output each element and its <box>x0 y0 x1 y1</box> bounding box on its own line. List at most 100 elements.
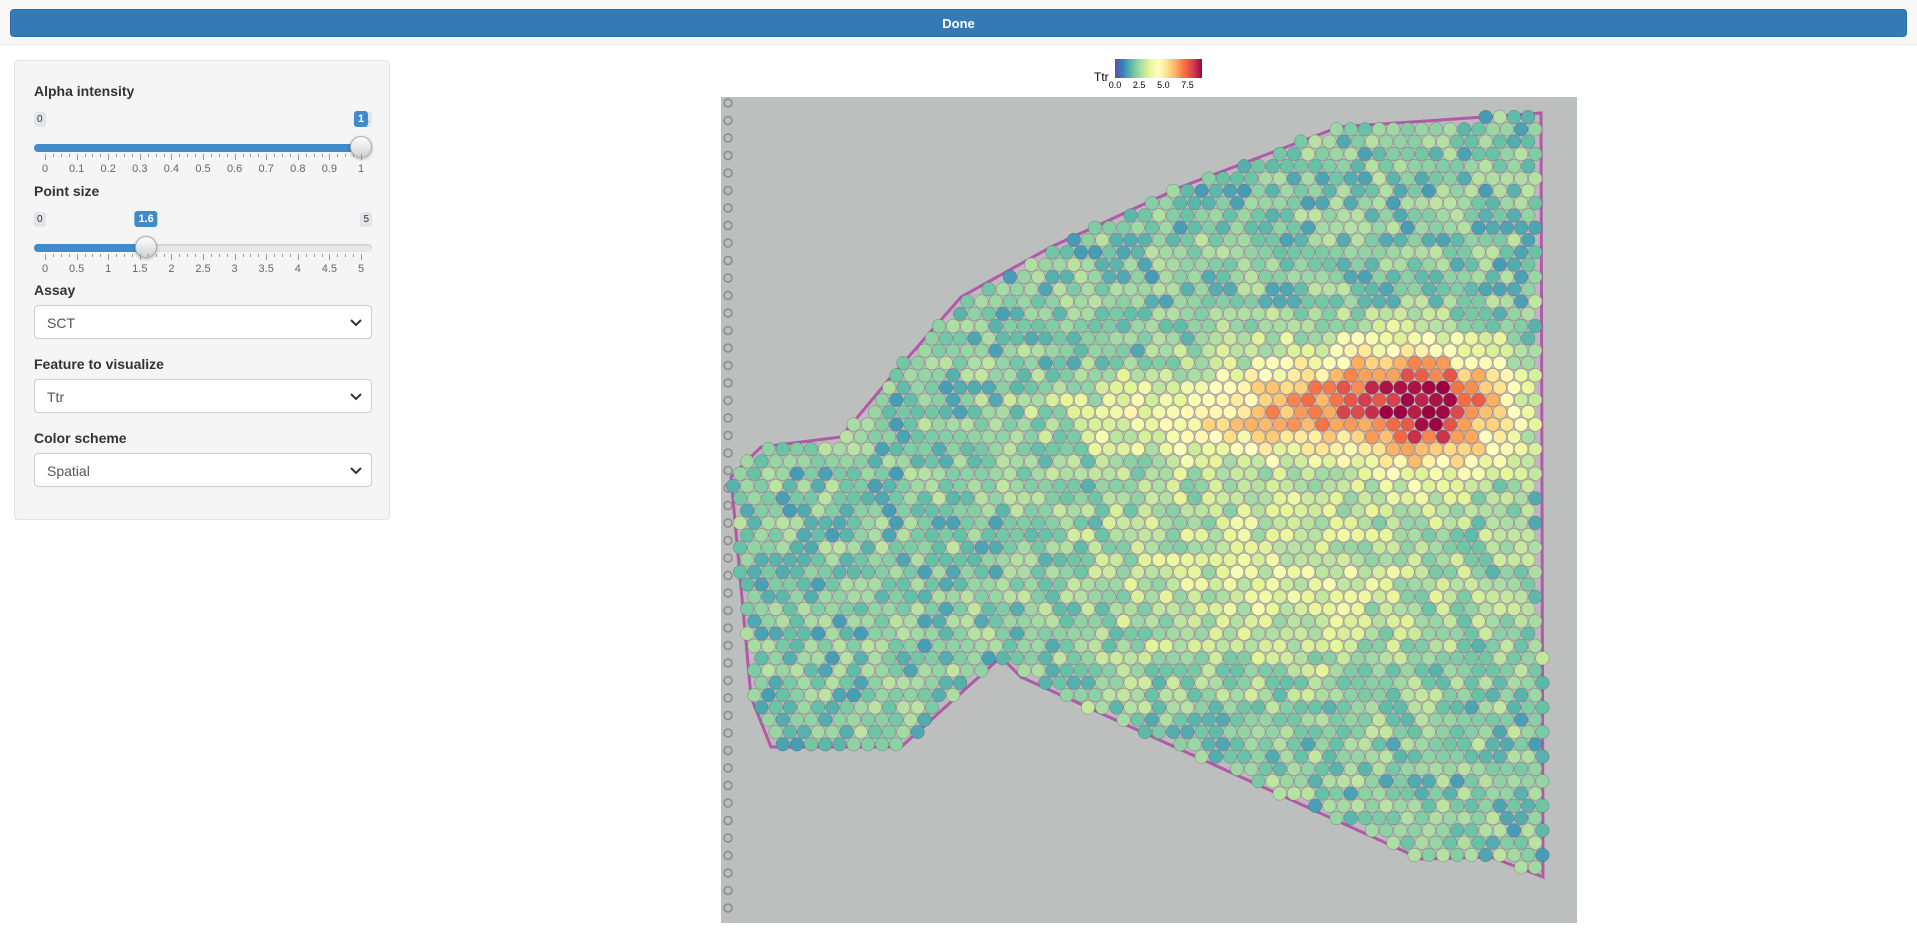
spot <box>1407 626 1422 641</box>
spot <box>1130 663 1145 678</box>
fiducial-dot <box>723 220 733 231</box>
spot <box>1464 355 1479 371</box>
spot <box>1372 565 1387 580</box>
spot <box>1201 196 1216 211</box>
spot <box>1400 392 1415 407</box>
spot <box>1485 491 1500 506</box>
spot <box>1414 146 1429 161</box>
spot <box>1187 565 1202 580</box>
spot <box>1286 786 1301 801</box>
spot <box>1421 159 1436 174</box>
spot <box>867 577 883 592</box>
spot <box>1364 823 1380 838</box>
spot <box>1201 245 1216 260</box>
spot <box>1499 146 1514 161</box>
spot <box>1038 601 1053 617</box>
spot <box>1088 663 1103 678</box>
spot <box>1457 540 1472 555</box>
spot <box>1492 774 1507 789</box>
spot <box>825 503 840 518</box>
legend-title: Ttr <box>1094 70 1109 84</box>
assay-select[interactable]: SCT <box>34 305 372 339</box>
color-scheme-select[interactable]: Spatial <box>34 453 372 487</box>
spot <box>953 577 968 592</box>
spot <box>1492 626 1507 641</box>
spot <box>1038 577 1053 592</box>
slider-tick-label: 2.5 <box>195 263 211 275</box>
spot <box>1301 269 1316 284</box>
slider-track[interactable] <box>34 244 372 252</box>
spot <box>1421 798 1436 813</box>
spot <box>1144 245 1159 260</box>
spot <box>867 552 883 567</box>
spot <box>1286 417 1301 432</box>
spot <box>1514 515 1529 530</box>
spot <box>1379 454 1394 469</box>
done-button[interactable]: Done <box>10 9 1907 37</box>
spot <box>903 638 918 653</box>
spot <box>1066 257 1081 272</box>
spot <box>1194 503 1209 518</box>
spot <box>1386 614 1401 629</box>
spot <box>1301 589 1316 604</box>
spot <box>1024 257 1039 272</box>
spot <box>1088 589 1103 604</box>
spot <box>1201 565 1216 580</box>
spot <box>1293 331 1309 346</box>
spot <box>1272 269 1287 284</box>
spot <box>1080 528 1096 543</box>
spot <box>1215 688 1230 703</box>
spot <box>910 405 925 420</box>
spot <box>1450 823 1465 838</box>
spot <box>782 454 797 469</box>
spot <box>1386 688 1401 703</box>
spot <box>1464 503 1479 518</box>
spot <box>1308 552 1323 567</box>
spot <box>1123 577 1138 592</box>
spot <box>1499 491 1514 506</box>
alpha-intensity-slider[interactable]: 0 1 1 00.10.20.30.40.50.60.70.80.91 <box>34 103 372 175</box>
spot <box>761 491 776 506</box>
spot <box>1201 171 1216 186</box>
spot <box>1272 171 1287 186</box>
spot <box>1329 466 1344 481</box>
spot <box>1471 368 1486 383</box>
spot <box>1301 491 1316 506</box>
spot <box>1080 601 1096 617</box>
spot <box>1045 245 1060 260</box>
slider-tick <box>139 154 141 160</box>
spot <box>1088 515 1103 530</box>
spot <box>1222 454 1238 469</box>
spot <box>1379 429 1394 444</box>
spot <box>1435 552 1451 567</box>
spot <box>1244 196 1259 211</box>
spot <box>1180 454 1195 469</box>
spot <box>1230 392 1245 407</box>
spot <box>953 528 968 543</box>
spot <box>1301 368 1316 383</box>
spot <box>1350 405 1365 420</box>
feature-select[interactable]: Ttr <box>34 379 372 413</box>
slider-fill <box>34 244 147 252</box>
spot <box>1492 380 1507 395</box>
point-size-slider[interactable]: 0 5 1.6 0 0.5 1 1.5 2 2.5 3 3.5 4 4.5 5 <box>34 203 372 275</box>
spot <box>1336 306 1351 321</box>
spot <box>1024 528 1039 543</box>
spot <box>1109 626 1124 641</box>
spot <box>747 614 762 629</box>
spot <box>1130 589 1145 604</box>
spot <box>1407 306 1422 321</box>
spot <box>1230 712 1245 727</box>
spot <box>1017 614 1032 629</box>
spot <box>1308 208 1323 223</box>
spot <box>1421 282 1436 297</box>
spot <box>796 626 812 641</box>
spot <box>867 405 883 420</box>
spot <box>1002 368 1017 383</box>
spot <box>1024 626 1039 641</box>
spot <box>903 663 918 678</box>
slider-handle[interactable] <box>135 236 158 258</box>
spot <box>1201 319 1216 334</box>
spot <box>1201 515 1216 530</box>
spot <box>1336 528 1351 543</box>
